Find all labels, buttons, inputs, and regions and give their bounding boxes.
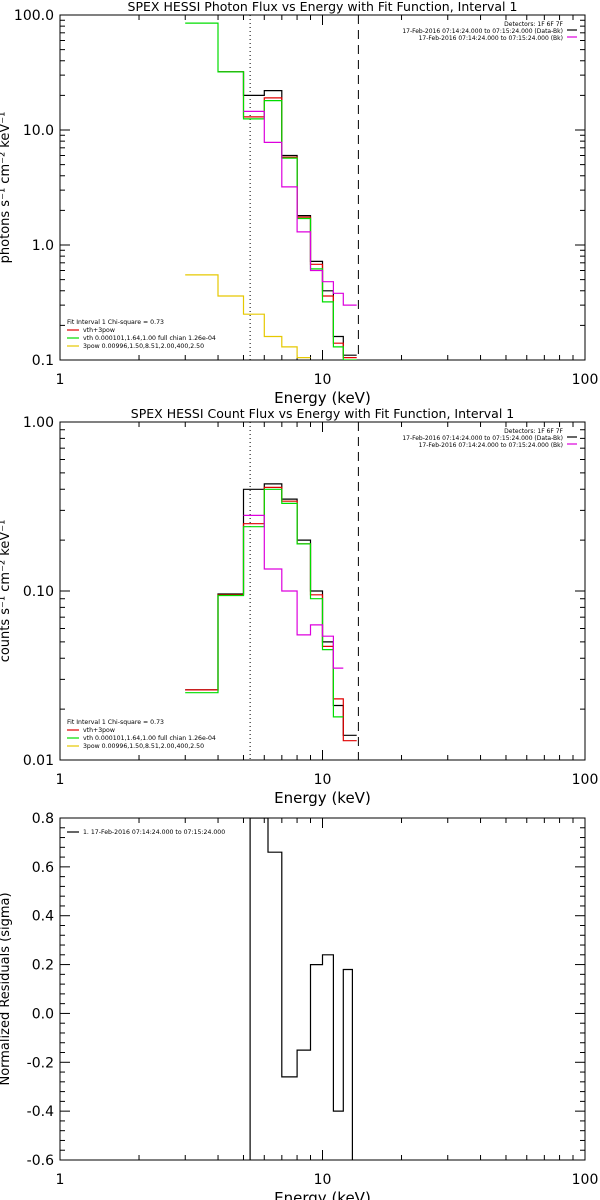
chart-panel-3: 1 10 100 -0.6 -0.4 -0.2 0.0 0.2 0.4 0.6 0.8 Energy … — [0, 811, 598, 1200]
chart-title: SPEX HESSI Photon Flux vs Energy with Fi… — [128, 0, 518, 14]
x-tick-label: 1 — [56, 772, 65, 788]
annotation-line: 17-Feb-2016 07:14:24.000 to 07:15:24.000… — [419, 35, 563, 42]
x-tick-label: 100 — [572, 1172, 599, 1188]
y-tick-label: 0.6 — [32, 860, 54, 876]
x-tick-label: 100 — [572, 372, 599, 388]
y-tick-label: -0.4 — [27, 1104, 54, 1120]
chart-panel-1: 1 10 100 0.1 1.0 10.0 100.0 SPEX HESSI Photon F… — [0, 0, 598, 407]
y-axis-label: Normalized Residuals (sigma) — [0, 892, 13, 1085]
y-tick-label: 1.0 — [32, 238, 54, 254]
annotation-line: Detectors: 1F 6F 7F — [504, 428, 563, 435]
annotation-line: 17-Feb-2016 07:14:24.000 to 07:15:24.000… — [402, 435, 563, 442]
y-axis-label: photons s⁻¹ cm⁻² keV⁻¹ — [0, 112, 13, 264]
legend-label: vth 0.000101,1.64,1.00 full chian 1.26e-… — [83, 735, 216, 742]
annotation-line: Detectors: 1F 6F 7F — [504, 21, 563, 28]
x-tick-label: 1 — [56, 372, 65, 388]
legend-label: 3pow 0.00996,1.50,8.51,2.00,400,2.50 — [83, 343, 204, 350]
series-background — [243, 514, 344, 669]
plot-frame — [59, 421, 586, 761]
legend-label: 1. 17-Feb-2016 07:14:24.000 to 07:15:24.… — [83, 829, 225, 836]
legend-label: 3pow 0.00996,1.50,8.51,2.00,400,2.50 — [83, 743, 204, 750]
legend-label: vth+3pow — [83, 727, 115, 734]
y-tick-label: 0.4 — [32, 909, 54, 925]
legend-label: vth+3pow — [83, 327, 115, 334]
series-thermal — [185, 488, 344, 718]
y-tick-label: -0.6 — [27, 1153, 54, 1169]
legend-header: Fit Interval 1 Chi-square = 0.73 — [67, 719, 164, 726]
series-total — [218, 71, 357, 359]
x-tick-label: 100 — [572, 772, 599, 788]
y-tick-label: 0.1 — [32, 353, 54, 369]
y-tick-label: 1.00 — [23, 415, 54, 431]
series-thermal — [185, 22, 357, 360]
series-nonthermal — [185, 274, 311, 359]
plot-frame — [59, 14, 586, 361]
legend-label: vth 0.000101,1.64,1.00 full chian 1.26e-… — [83, 335, 216, 342]
y-tick-label: -0.2 — [27, 1055, 54, 1071]
annotation-line: 17-Feb-2016 07:14:24.000 to 07:15:24.000… — [419, 442, 563, 449]
x-axis-label: Energy (keV) — [274, 389, 371, 407]
x-tick-label: 10 — [314, 372, 332, 388]
y-tick-label: 0.2 — [32, 958, 54, 974]
y-axis-label: counts s⁻¹ cm⁻² keV⁻¹ — [0, 520, 13, 663]
y-tick-label: 0.0 — [32, 1006, 54, 1022]
x-axis-label: Energy (keV) — [274, 789, 371, 807]
y-tick-label: 0.8 — [32, 811, 54, 827]
series-background — [243, 110, 357, 306]
series-data — [218, 71, 357, 356]
x-axis-label: Energy (keV) — [274, 1189, 371, 1200]
y-tick-label: 0.01 — [23, 753, 54, 769]
chart-panel-2: 1 10 100 0.01 0.10 1.00 SPEX HESSI Count Flux … — [0, 406, 598, 807]
chart-title: SPEX HESSI Count Flux vs Energy with Fit… — [131, 406, 514, 421]
x-tick-label: 10 — [314, 772, 332, 788]
plot-frame — [59, 817, 586, 1161]
series-total — [185, 486, 357, 742]
series-residuals — [249, 818, 353, 1160]
legend-header: Fit Interval 1 Chi-square = 0.73 — [67, 319, 164, 326]
annotation-line: 17-Feb-2016 07:14:24.000 to 07:15:24.000… — [402, 28, 563, 35]
y-tick-label: 0.10 — [23, 584, 54, 600]
series-data — [185, 483, 357, 736]
x-tick-label: 10 — [314, 1172, 332, 1188]
y-tick-label: 100.0 — [14, 8, 54, 24]
y-tick-label: 10.0 — [23, 123, 54, 139]
x-tick-label: 1 — [56, 1172, 65, 1188]
